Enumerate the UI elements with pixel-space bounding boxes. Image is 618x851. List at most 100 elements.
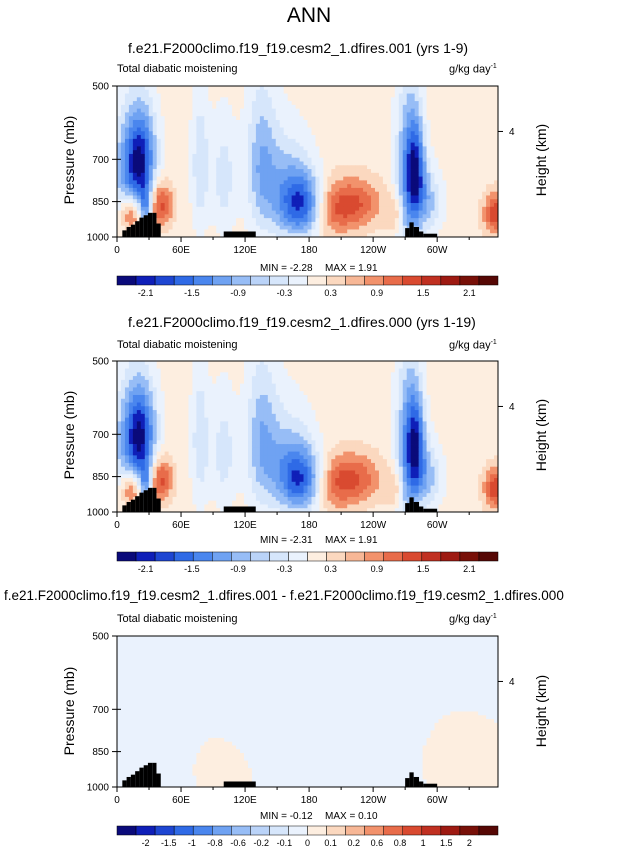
heatmap-cell bbox=[386, 123, 392, 128]
heatmap-cell bbox=[418, 89, 423, 94]
heatmap-cell bbox=[295, 119, 300, 125]
heatmap-cell bbox=[394, 176, 400, 181]
panel1-left-label: Total diabatic moistening bbox=[117, 63, 238, 75]
heatmap-cell bbox=[184, 150, 189, 155]
heatmap-cell bbox=[331, 97, 336, 102]
heatmap-cell bbox=[339, 104, 344, 110]
heatmap-cell bbox=[386, 135, 392, 140]
heatmap-cell bbox=[343, 123, 348, 128]
heatmap-cell bbox=[386, 169, 392, 174]
heatmap-cell bbox=[426, 361, 431, 366]
heatmap-cell bbox=[371, 229, 376, 234]
heatmap-cell bbox=[394, 123, 400, 128]
heatmap-cell bbox=[319, 195, 324, 200]
heatmap-cell bbox=[295, 398, 300, 403]
heatmap-cell bbox=[172, 86, 177, 91]
heatmap-cell bbox=[363, 176, 368, 181]
heatmap-cell bbox=[267, 372, 273, 377]
heatmap-cell bbox=[156, 153, 162, 159]
heatmap-cell bbox=[271, 229, 277, 234]
heatmap-cell bbox=[402, 180, 408, 185]
heatmap-cell bbox=[168, 108, 173, 113]
heatmap-cell bbox=[494, 169, 499, 174]
heatmap-cell bbox=[367, 93, 372, 98]
heatmap-cell bbox=[117, 376, 122, 381]
heatmap-cell bbox=[140, 206, 146, 211]
heatmap-cell bbox=[128, 89, 134, 94]
heatmap-cell bbox=[172, 161, 177, 166]
heatmap-cell bbox=[335, 119, 340, 125]
heatmap-cell bbox=[247, 376, 253, 381]
heatmap-cell bbox=[267, 176, 273, 181]
heatmap-cell bbox=[255, 191, 261, 196]
heatmap-cell bbox=[216, 165, 221, 170]
heatmap-cell bbox=[200, 203, 205, 208]
heatmap-cell bbox=[374, 172, 380, 177]
heatmap-cell bbox=[371, 184, 376, 189]
heatmap-cell bbox=[339, 210, 344, 215]
heatmap-cell bbox=[148, 86, 154, 91]
heatmap-cell bbox=[259, 146, 265, 151]
heatmap-cell bbox=[398, 361, 404, 366]
heatmap-cell bbox=[363, 368, 368, 373]
heatmap-cell bbox=[382, 150, 388, 155]
heatmap-cell bbox=[212, 89, 217, 94]
heatmap-cell bbox=[204, 86, 209, 91]
heatmap-cell bbox=[180, 161, 185, 166]
heatmap-cell bbox=[172, 184, 177, 189]
heatmap-cell bbox=[331, 398, 336, 403]
heatmap-cell bbox=[466, 93, 471, 98]
heatmap-cell bbox=[144, 157, 150, 162]
heatmap-cell bbox=[212, 101, 217, 106]
heatmap-cell bbox=[132, 203, 138, 208]
heatmap-cell bbox=[315, 161, 320, 166]
heatmap-cell bbox=[402, 210, 408, 215]
heatmap-cell bbox=[430, 142, 435, 147]
heatmap-cell bbox=[410, 187, 416, 193]
heatmap-cell bbox=[204, 387, 209, 392]
heatmap-cell bbox=[367, 131, 372, 136]
heatmap-cell bbox=[323, 119, 328, 125]
heatmap-cell bbox=[438, 206, 443, 211]
heatmap-cell bbox=[259, 187, 265, 193]
heatmap-cell bbox=[212, 206, 217, 211]
heatmap-cell bbox=[188, 199, 193, 204]
heatmap-cell bbox=[168, 157, 173, 162]
heatmap-cell bbox=[148, 383, 154, 388]
heatmap-cell bbox=[490, 180, 495, 185]
heatmap-cell bbox=[398, 138, 404, 144]
heatmap-cell bbox=[406, 165, 412, 170]
heatmap-cell bbox=[255, 180, 261, 185]
heatmap-cell bbox=[279, 372, 285, 377]
heatmap-cell bbox=[430, 165, 435, 170]
heatmap-cell bbox=[482, 116, 487, 121]
heatmap-cell bbox=[120, 187, 126, 193]
heatmap-cell bbox=[267, 206, 273, 211]
heatmap-cell bbox=[291, 157, 296, 162]
heatmap-cell bbox=[128, 199, 134, 204]
heatmap-cell bbox=[140, 368, 146, 373]
heatmap-cell bbox=[117, 383, 122, 388]
heatmap-cell bbox=[232, 123, 237, 128]
heatmap-cell bbox=[359, 199, 364, 204]
heatmap-cell bbox=[335, 195, 340, 200]
heatmap-cell bbox=[287, 184, 293, 189]
heatmap-cell bbox=[156, 116, 162, 121]
heatmap-cell bbox=[311, 372, 316, 377]
heatmap-cell bbox=[244, 391, 249, 396]
heatmap-cell bbox=[140, 119, 146, 125]
heatmap-cell bbox=[232, 86, 237, 91]
heatmap-cell bbox=[172, 131, 177, 136]
heatmap-cell bbox=[140, 214, 146, 219]
heatmap-cell bbox=[351, 116, 356, 121]
heatmap-cell bbox=[331, 221, 336, 227]
heatmap-cell bbox=[486, 364, 491, 369]
heatmap-cell bbox=[192, 150, 197, 155]
heatmap-cell bbox=[291, 116, 296, 121]
heatmap-cell bbox=[315, 361, 320, 366]
heatmap-cell bbox=[438, 383, 443, 388]
heatmap-cell bbox=[442, 157, 447, 162]
heatmap-cell bbox=[426, 127, 431, 132]
heatmap-cell bbox=[390, 203, 396, 208]
heatmap-cell bbox=[283, 138, 289, 144]
